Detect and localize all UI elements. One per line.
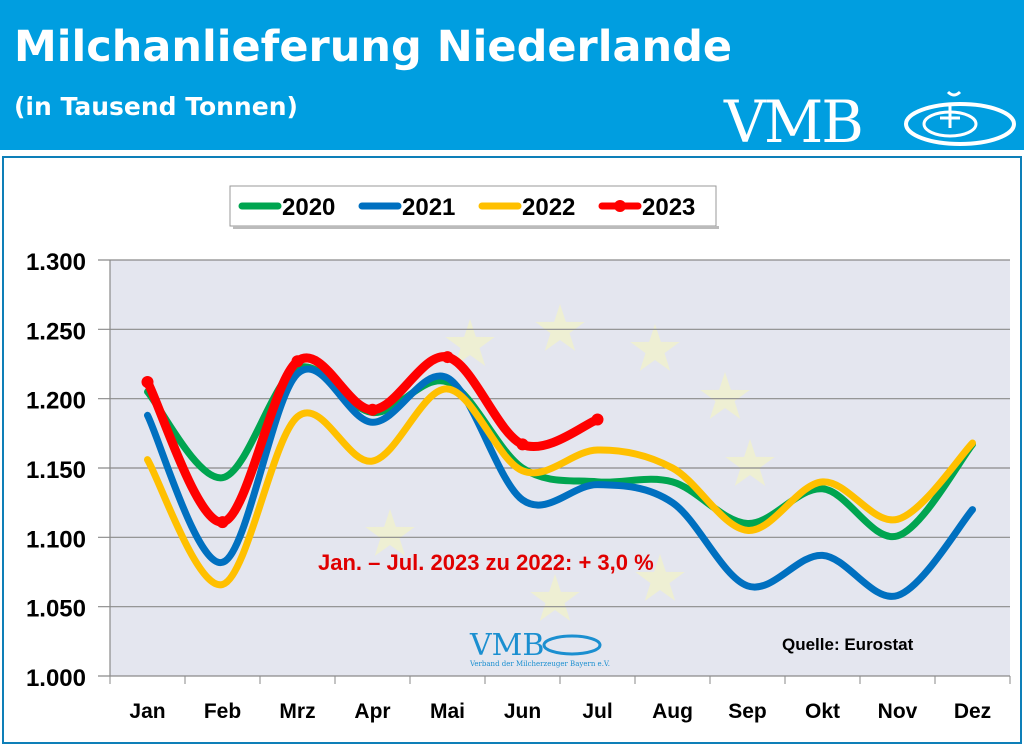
annotation: Jan. – Jul. 2023 zu 2022: + 3,0 % <box>318 550 654 575</box>
y-tick-label: 1.250 <box>26 318 86 345</box>
y-tick-label: 1.050 <box>26 596 86 623</box>
page-title: Milchanlieferung Niederlande <box>14 22 733 72</box>
eu-star-icon <box>535 304 585 352</box>
eu-star-icon <box>530 574 580 622</box>
data-point-2023 <box>291 355 304 368</box>
eu-star-icon <box>630 324 680 372</box>
legend-shadow <box>233 226 719 229</box>
x-tick-label: Dez <box>954 700 991 723</box>
eu-star-icon <box>635 554 685 602</box>
y-tick-label: 1.150 <box>26 457 86 484</box>
data-point-2023 <box>516 438 529 451</box>
x-tick-label: Mai <box>430 700 465 723</box>
source-note: Quelle: Eurostat <box>782 635 914 654</box>
eu-star-icon <box>700 372 750 420</box>
watermark-subtext: Verband der Milcherzeuger Bayern e.V. <box>469 660 610 668</box>
x-tick-label: Jan <box>129 700 165 723</box>
data-point-2023 <box>216 516 229 529</box>
page-subtitle: (in Tausend Tonnen) <box>14 92 298 121</box>
eu-star-icon <box>365 509 415 557</box>
x-tick-label: Sep <box>728 700 767 723</box>
y-tick-label: 1.100 <box>26 526 86 553</box>
y-tick-label: 1.300 <box>26 249 86 276</box>
legend-label-2021: 2021 <box>402 194 455 221</box>
data-point-2023 <box>441 351 454 364</box>
y-tick-label: 1.000 <box>26 665 86 692</box>
x-tick-label: Jul <box>582 700 612 723</box>
eu-star-icon <box>445 319 495 367</box>
series-line-2021 <box>144 365 976 600</box>
vmb-logo-swirl-icon <box>904 90 1016 146</box>
legend-label-2020: 2020 <box>282 194 335 221</box>
watermark-swirl-icon <box>542 634 602 656</box>
x-tick-label: Feb <box>204 700 241 723</box>
legend-label-2023: 2023 <box>642 194 695 221</box>
watermark-logo: VMB <box>469 628 544 663</box>
series-line-2022 <box>144 385 976 588</box>
legend-label-2022: 2022 <box>522 194 575 221</box>
x-tick-label: Okt <box>805 700 840 723</box>
eu-star-icon <box>725 439 775 487</box>
data-point-2023 <box>366 403 379 416</box>
y-tick-label: 1.200 <box>26 388 86 415</box>
header-banner: Milchanlieferung Niederlande (in Tausend… <box>0 0 1024 156</box>
x-tick-label: Aug <box>652 700 693 723</box>
x-tick-label: Apr <box>354 700 390 723</box>
x-tick-label: Jun <box>504 700 541 723</box>
vmb-logo: VMB <box>724 88 864 156</box>
legend-marker-2023 <box>614 200 626 212</box>
data-point-2023 <box>591 413 604 426</box>
x-tick-label: Nov <box>878 700 918 723</box>
x-tick-label: Mrz <box>279 700 315 723</box>
data-point-2023 <box>141 376 154 389</box>
